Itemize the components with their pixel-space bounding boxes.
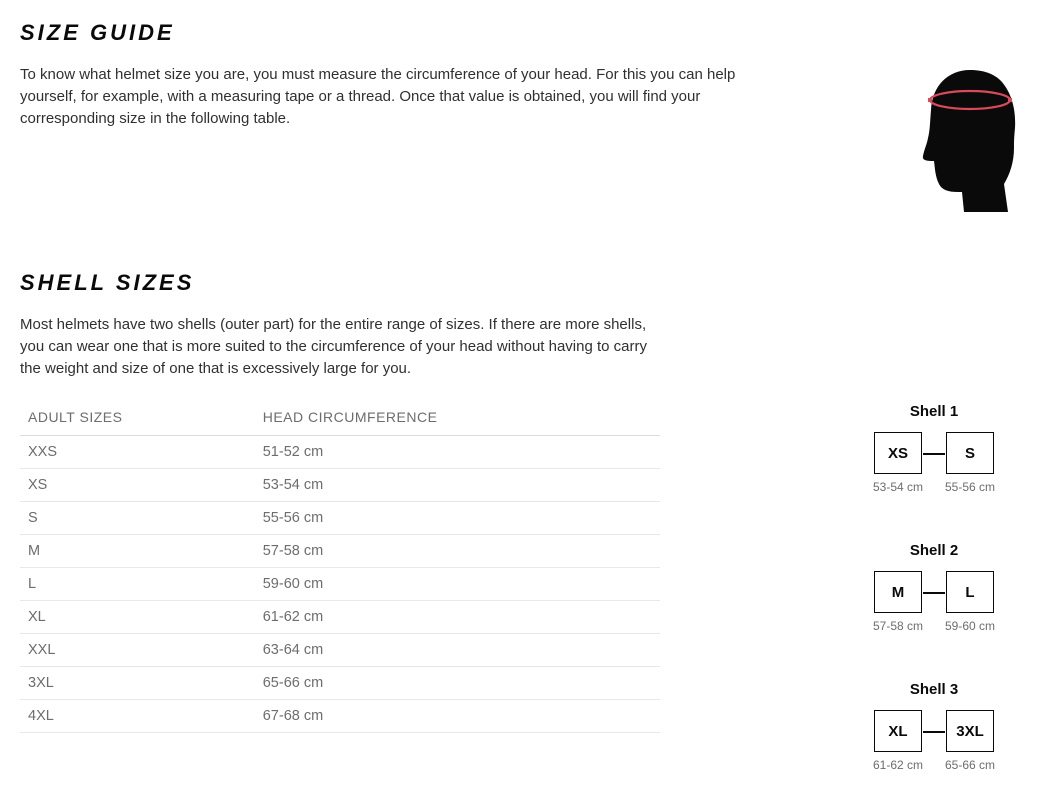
cell-size: M [20, 535, 255, 568]
cell-cm: 57-58 cm [255, 535, 660, 568]
size-cm: 55-56 cm [945, 480, 995, 494]
table-row: XXS51-52 cm [20, 436, 660, 469]
cell-size: 4XL [20, 700, 255, 733]
table-header-sizes: ADULT SIZES [20, 399, 255, 436]
size-box: XS [874, 432, 922, 474]
content-row: ADULT SIZES HEAD CIRCUMFERENCE XXS51-52 … [20, 399, 1034, 772]
size-box: 3XL [946, 710, 994, 752]
size-box: L [946, 571, 994, 613]
size-box: S [946, 432, 994, 474]
shell-boxes: XL 61-62 cm 3XL 65-66 cm [873, 710, 995, 772]
shell-boxes: M 57-58 cm L 59-60 cm [873, 571, 995, 633]
table-row: L59-60 cm [20, 568, 660, 601]
shell-size-a: XS 53-54 cm [873, 432, 923, 494]
size-guide-intro: To know what helmet size you are, you mu… [20, 64, 740, 129]
cell-cm: 61-62 cm [255, 601, 660, 634]
shell-size-a: M 57-58 cm [873, 571, 923, 633]
cell-cm: 59-60 cm [255, 568, 660, 601]
shell-title: Shell 2 [873, 542, 995, 559]
shell-size-a: XL 61-62 cm [873, 710, 923, 772]
shell-block-3: Shell 3 XL 61-62 cm 3XL 65-66 cm [873, 681, 995, 772]
cell-size: XXL [20, 634, 255, 667]
shell-connector [923, 731, 945, 733]
size-cm: 57-58 cm [873, 619, 923, 633]
cell-cm: 67-68 cm [255, 700, 660, 733]
cell-cm: 53-54 cm [255, 469, 660, 502]
cell-cm: 63-64 cm [255, 634, 660, 667]
shell-boxes: XS 53-54 cm S 55-56 cm [873, 432, 995, 494]
table-row: XL61-62 cm [20, 601, 660, 634]
shell-connector [923, 592, 945, 594]
shell-title: Shell 1 [873, 403, 995, 420]
table-header-circumference: HEAD CIRCUMFERENCE [255, 399, 660, 436]
shell-sizes-intro: Most helmets have two shells (outer part… [20, 314, 660, 379]
cell-size: XXS [20, 436, 255, 469]
table-row: 4XL67-68 cm [20, 700, 660, 733]
shell-size-b: S 55-56 cm [945, 432, 995, 494]
table-row: M57-58 cm [20, 535, 660, 568]
shell-block-1: Shell 1 XS 53-54 cm S 55-56 cm [873, 403, 995, 494]
shell-size-b: L 59-60 cm [945, 571, 995, 633]
size-box: M [874, 571, 922, 613]
shell-title: Shell 3 [873, 681, 995, 698]
size-table: ADULT SIZES HEAD CIRCUMFERENCE XXS51-52 … [20, 399, 660, 733]
shells-column: Shell 1 XS 53-54 cm S 55-56 cm Shell 2 M… [834, 399, 1034, 772]
table-row: 3XL65-66 cm [20, 667, 660, 700]
head-measure-icon [918, 64, 1028, 218]
cell-size: S [20, 502, 255, 535]
table-row: XXL63-64 cm [20, 634, 660, 667]
shell-connector [923, 453, 945, 455]
cell-size: 3XL [20, 667, 255, 700]
cell-size: XL [20, 601, 255, 634]
size-guide-heading: SIZE GUIDE [20, 20, 1034, 46]
table-row: S55-56 cm [20, 502, 660, 535]
shell-size-b: 3XL 65-66 cm [945, 710, 995, 772]
cell-size: XS [20, 469, 255, 502]
size-cm: 65-66 cm [945, 758, 995, 772]
size-cm: 61-62 cm [873, 758, 923, 772]
size-cm: 53-54 cm [873, 480, 923, 494]
size-cm: 59-60 cm [945, 619, 995, 633]
cell-size: L [20, 568, 255, 601]
shell-sizes-heading: SHELL SIZES [20, 270, 1034, 296]
cell-cm: 65-66 cm [255, 667, 660, 700]
shell-block-2: Shell 2 M 57-58 cm L 59-60 cm [873, 542, 995, 633]
table-row: XS53-54 cm [20, 469, 660, 502]
size-box: XL [874, 710, 922, 752]
cell-cm: 55-56 cm [255, 502, 660, 535]
cell-cm: 51-52 cm [255, 436, 660, 469]
size-guide-row: To know what helmet size you are, you mu… [20, 64, 1034, 218]
